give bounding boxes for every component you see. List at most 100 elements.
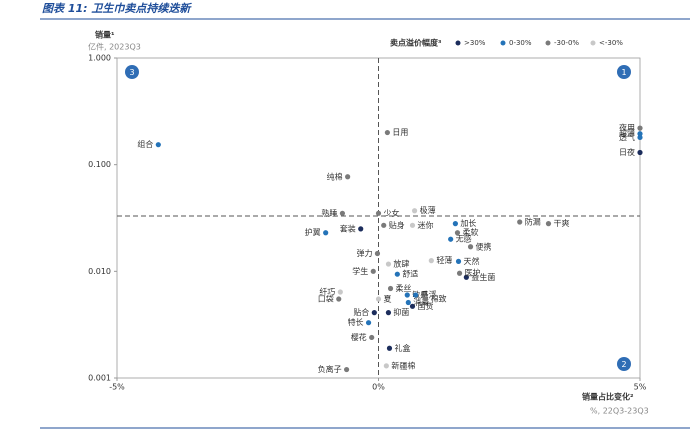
quadrant-badge bbox=[617, 357, 631, 371]
y-tick-label: 0.100 bbox=[88, 160, 111, 169]
point-label: 抑菌 bbox=[393, 307, 409, 317]
point bbox=[637, 134, 643, 141]
point-label: 樱花 bbox=[351, 332, 367, 342]
y-axis-unit: 亿件, 2023Q3 bbox=[88, 42, 141, 52]
point bbox=[384, 129, 390, 136]
point bbox=[455, 258, 462, 264]
x-tick-label: 5% bbox=[634, 383, 647, 392]
point-label: 贴合 bbox=[353, 307, 369, 317]
quadrant-badge bbox=[617, 65, 631, 79]
point bbox=[381, 222, 387, 228]
point-label: 医护 bbox=[465, 268, 481, 278]
point bbox=[405, 299, 411, 306]
point-label: 轻薄 bbox=[436, 255, 452, 265]
point-label: 极薄 bbox=[420, 205, 436, 215]
legend-label: >30% bbox=[464, 39, 486, 47]
point-label: 纯棉 bbox=[327, 171, 343, 181]
point bbox=[637, 125, 643, 131]
point bbox=[374, 250, 381, 257]
point-label: 组合 bbox=[137, 139, 153, 149]
point bbox=[370, 268, 376, 274]
point-label: 迷你 bbox=[417, 220, 433, 230]
point-label: 熟睡 bbox=[321, 208, 337, 218]
point-label: 超薄 bbox=[619, 128, 635, 138]
point bbox=[323, 230, 329, 236]
point-label: 套装 bbox=[340, 223, 356, 233]
point-label: 放肆 bbox=[393, 259, 409, 269]
point bbox=[375, 296, 382, 302]
point bbox=[448, 236, 454, 242]
legend-marker bbox=[545, 40, 551, 46]
point bbox=[387, 285, 394, 292]
point bbox=[409, 303, 416, 309]
point bbox=[404, 292, 410, 298]
point-label: 悬浮 bbox=[421, 289, 437, 299]
point bbox=[371, 310, 377, 316]
point-label: 贴身 bbox=[389, 220, 405, 230]
point-label: 负离子 bbox=[318, 364, 342, 374]
point bbox=[422, 296, 429, 302]
legend-label: <-30% bbox=[599, 39, 623, 47]
point-label: 夏 bbox=[384, 295, 392, 304]
point-label: 日用 bbox=[392, 128, 408, 137]
point bbox=[369, 334, 375, 341]
point-label: 柔软 bbox=[462, 227, 478, 237]
point-label: 益生菌 bbox=[471, 272, 495, 282]
y-tick-label: 0.001 bbox=[88, 374, 111, 383]
point bbox=[637, 149, 643, 156]
point-label: 防漏 bbox=[525, 217, 541, 227]
point-label: 敏感 bbox=[412, 289, 428, 299]
legend-marker bbox=[590, 40, 596, 46]
point-label: 干爽 bbox=[553, 219, 569, 228]
quadrant-label: 3 bbox=[129, 68, 134, 77]
point-label: 天然 bbox=[464, 256, 480, 266]
point bbox=[343, 366, 350, 373]
legend-label: 0-30% bbox=[509, 39, 532, 47]
point-label: 少女 bbox=[384, 208, 400, 218]
point-label: 舒适 bbox=[402, 269, 418, 279]
point-label: 弹力 bbox=[356, 248, 372, 258]
point bbox=[336, 296, 342, 302]
y-axis-label: 销量¹ bbox=[95, 30, 115, 40]
point bbox=[452, 221, 458, 227]
point-label: 棉致 bbox=[431, 294, 447, 304]
point-label: 便携 bbox=[476, 241, 492, 251]
point bbox=[385, 261, 392, 267]
x-axis-label: 销量占比变化² bbox=[582, 392, 634, 402]
legend-marker bbox=[455, 40, 461, 46]
point bbox=[454, 230, 461, 236]
point bbox=[383, 363, 389, 369]
point-label: 国货 bbox=[417, 301, 433, 311]
point bbox=[155, 142, 161, 148]
point bbox=[394, 271, 400, 277]
point bbox=[345, 174, 351, 180]
point-label: 学生 bbox=[352, 266, 368, 276]
point bbox=[467, 244, 474, 250]
point-label: 柔丝 bbox=[396, 283, 412, 293]
point-label: 消毒 bbox=[413, 297, 429, 307]
y-tick-label: 1.000 bbox=[88, 54, 111, 63]
quadrant-badge bbox=[125, 65, 139, 79]
point bbox=[411, 208, 418, 214]
point bbox=[517, 219, 523, 225]
point bbox=[365, 320, 372, 326]
point-label: 新疆棉 bbox=[391, 360, 415, 370]
point bbox=[385, 310, 392, 316]
point bbox=[409, 222, 416, 228]
y-tick-label: 0.010 bbox=[88, 267, 111, 276]
point-label: 口袋 bbox=[318, 294, 334, 304]
legend-title: 卖点溢价幅度³ bbox=[390, 38, 442, 48]
point bbox=[428, 258, 434, 264]
point bbox=[386, 345, 393, 351]
x-tick-label: 0% bbox=[372, 383, 385, 392]
point-label: 护翼 bbox=[305, 227, 321, 237]
point bbox=[463, 274, 469, 280]
point-label: 特长 bbox=[348, 317, 364, 327]
legend-label: -30-0% bbox=[554, 39, 579, 47]
legend-marker bbox=[500, 40, 506, 46]
point bbox=[375, 210, 382, 216]
point bbox=[456, 270, 463, 276]
point bbox=[637, 131, 643, 137]
quadrant-label: 1 bbox=[621, 68, 626, 77]
point-label: 加长 bbox=[460, 218, 476, 228]
